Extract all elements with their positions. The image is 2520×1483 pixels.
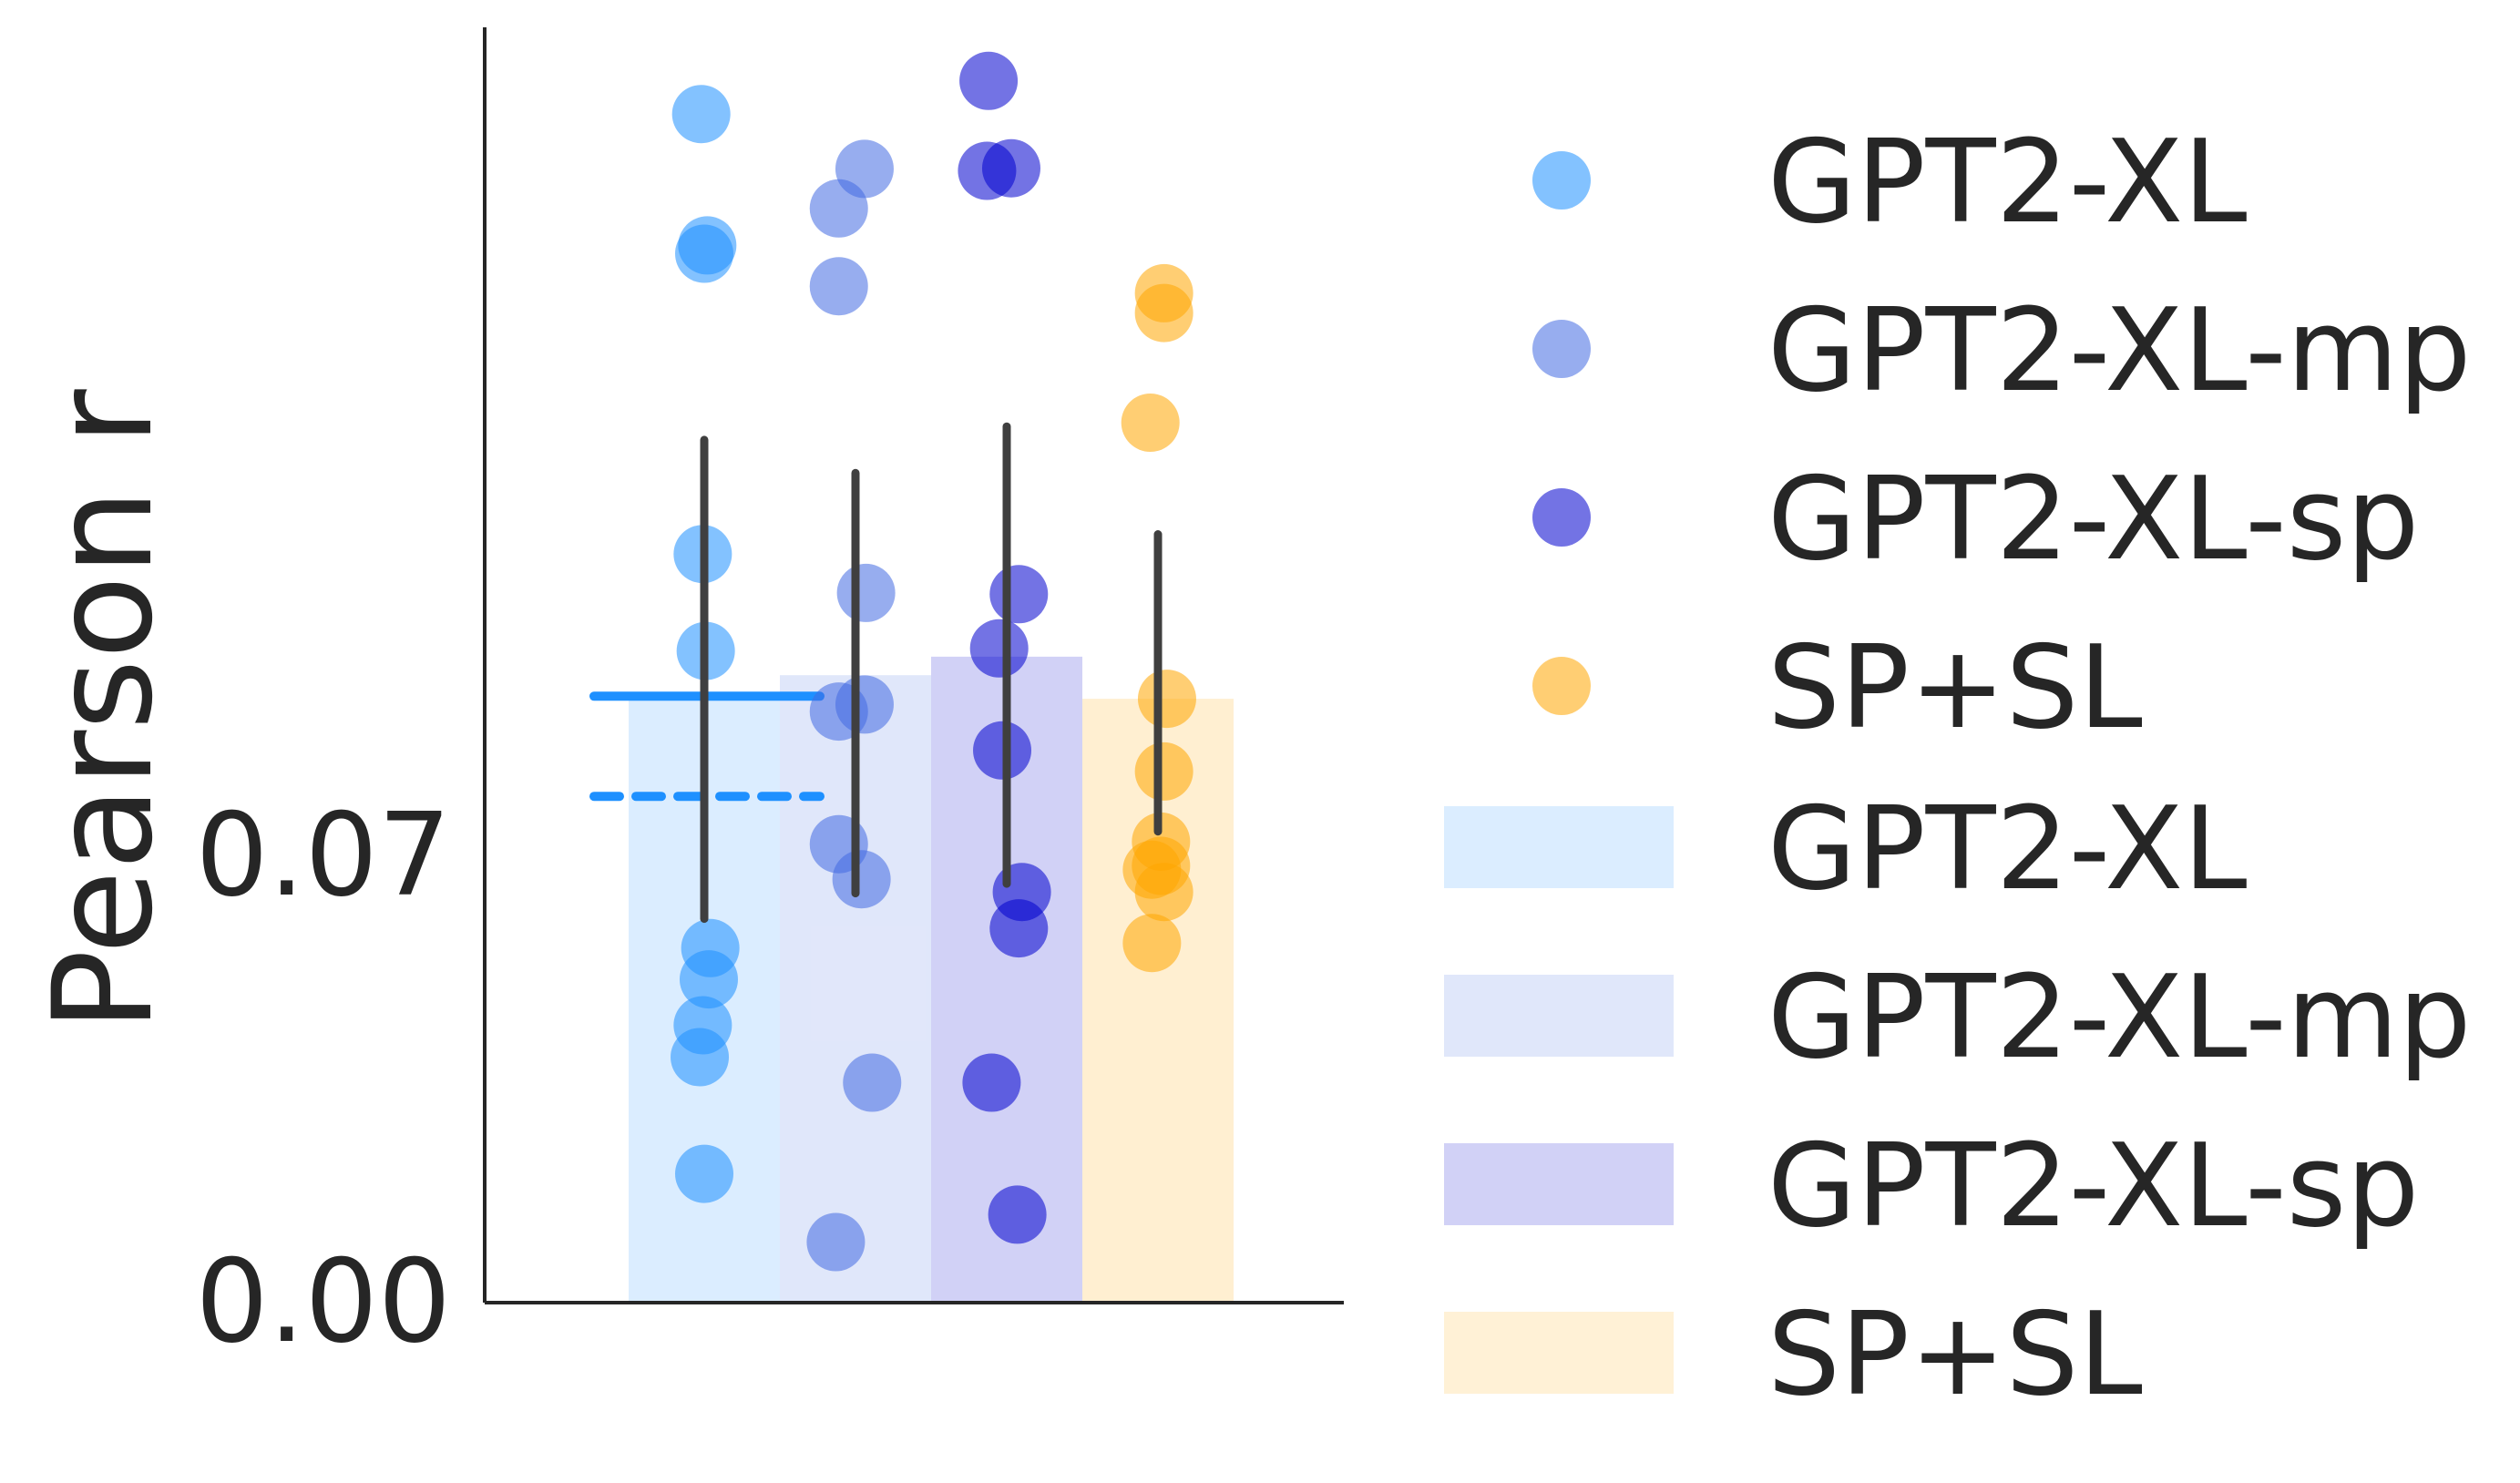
point-3-5 bbox=[969, 619, 1029, 678]
point-4-3 bbox=[1121, 394, 1180, 452]
point-3-8 bbox=[989, 899, 1049, 958]
legend-bar-marker-4 bbox=[1444, 1312, 1674, 1394]
point-2-9 bbox=[843, 1053, 902, 1112]
legend-bar-marker-3 bbox=[1444, 1143, 1674, 1225]
error-bar-group bbox=[700, 422, 1163, 924]
y-axis-label: Pearson r bbox=[25, 389, 183, 1032]
legend-point-label-1: GPT2-XL bbox=[1767, 115, 2247, 249]
point-2-4 bbox=[836, 563, 896, 622]
point-3-10 bbox=[988, 1185, 1047, 1244]
point-1-10 bbox=[675, 1144, 733, 1203]
point-1-3 bbox=[675, 224, 733, 283]
point-3-1 bbox=[959, 51, 1019, 110]
y-ticks: 0.00 0.07 bbox=[195, 788, 451, 1368]
point-2-3 bbox=[809, 257, 868, 316]
point-1-1 bbox=[671, 85, 731, 144]
point-4-9 bbox=[1122, 840, 1182, 899]
legend-point-label-3: GPT2-XL-sp bbox=[1767, 452, 2419, 586]
legend-bar-label-2: GPT2-XL-mp bbox=[1767, 950, 2471, 1084]
point-1-9 bbox=[671, 1028, 730, 1087]
legend-point-marker-2 bbox=[1532, 320, 1591, 378]
point-4-4 bbox=[1137, 670, 1196, 729]
legend-point-marker-1 bbox=[1532, 151, 1591, 210]
point-3-6 bbox=[973, 721, 1032, 780]
axes bbox=[483, 27, 1344, 1304]
legend-point-label-2: GPT2-XL-mp bbox=[1767, 283, 2471, 417]
point-2-2 bbox=[809, 179, 868, 238]
legend-point-marker-4 bbox=[1532, 657, 1591, 715]
legend-point-marker-3 bbox=[1532, 488, 1591, 547]
legend-bar-label-3: GPT2-XL-sp bbox=[1767, 1119, 2419, 1253]
point-3-4 bbox=[989, 565, 1049, 624]
point-4-5 bbox=[1134, 742, 1193, 801]
point-2-10 bbox=[806, 1212, 866, 1272]
legend-bar-label-1: GPT2-XL bbox=[1767, 782, 2247, 915]
point-4-10 bbox=[1122, 914, 1182, 973]
legend-bar-marker-1 bbox=[1444, 806, 1674, 888]
point-group bbox=[671, 51, 1196, 1272]
y-tick-label-2: 0.07 bbox=[195, 788, 451, 922]
point-2-8 bbox=[832, 850, 891, 909]
point-3-3 bbox=[981, 138, 1040, 198]
legend: GPT2-XL GPT2-XL-mp GPT2-XL-sp SP+SL GPT2-XL G… bbox=[1444, 115, 2471, 1421]
point-3-9 bbox=[962, 1053, 1021, 1112]
legend-bar-marker-2 bbox=[1444, 975, 1674, 1057]
y-tick-label-1: 0.00 bbox=[195, 1234, 451, 1368]
point-1-7 bbox=[679, 950, 738, 1009]
legend-point-label-4: SP+SL bbox=[1767, 620, 2143, 754]
point-4-2 bbox=[1134, 283, 1193, 343]
legend-bar-label-4: SP+SL bbox=[1767, 1287, 2143, 1421]
